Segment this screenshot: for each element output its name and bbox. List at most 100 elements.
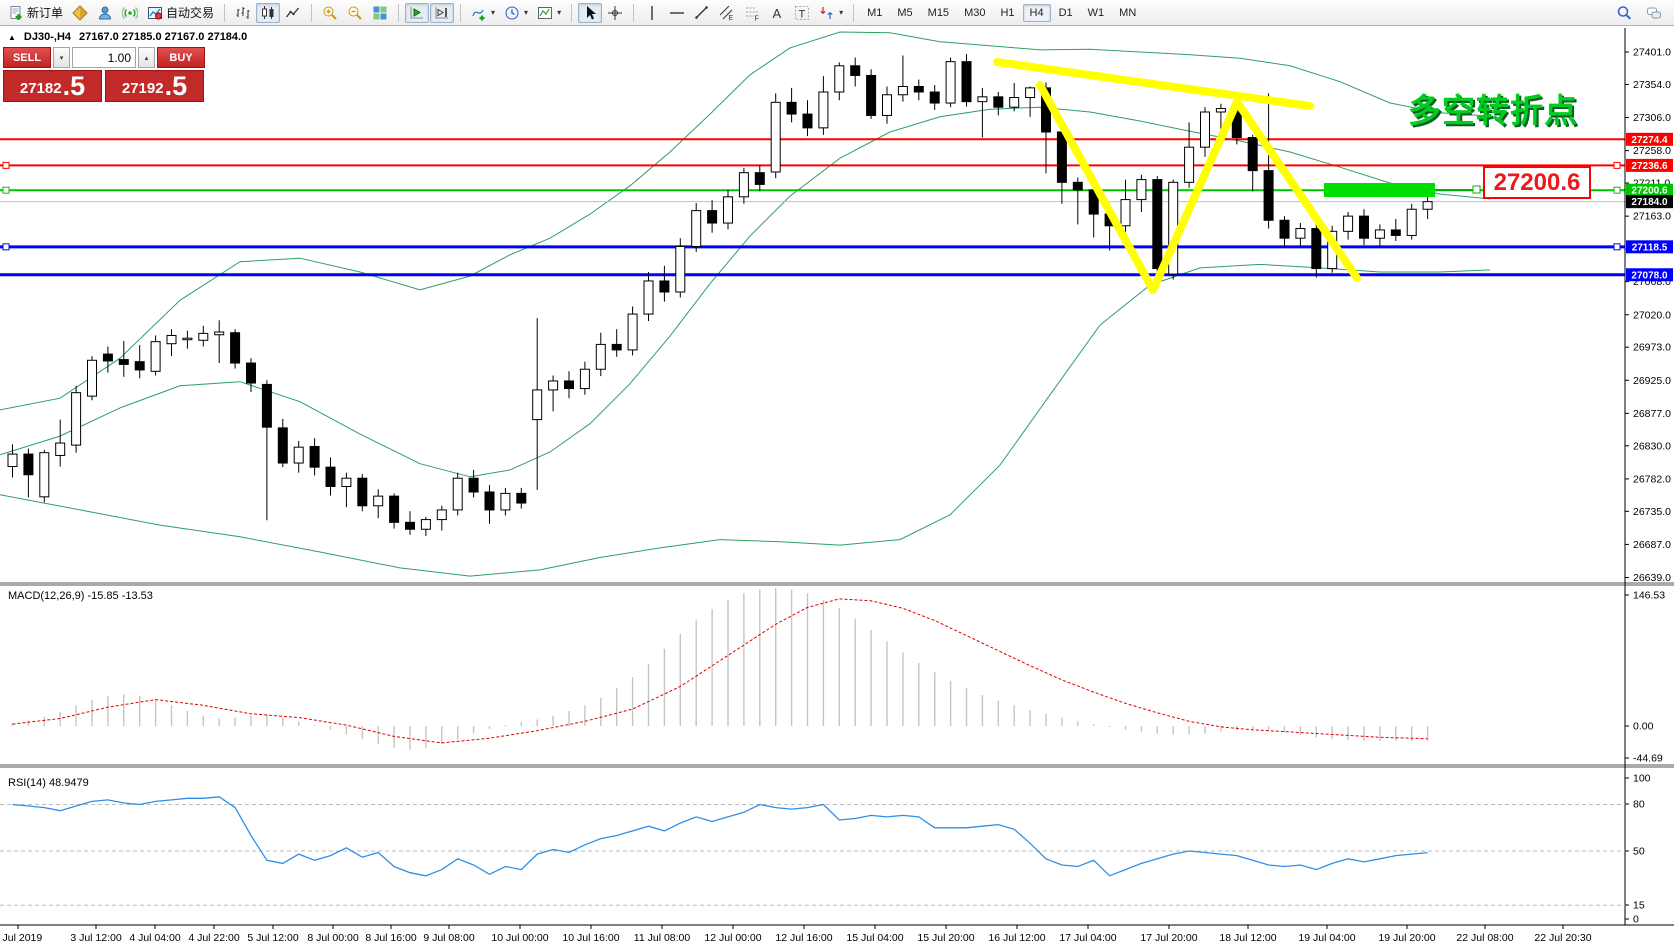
- periods-button[interactable]: ▾: [500, 3, 532, 23]
- person-icon: [99, 6, 112, 19]
- line-handle[interactable]: [2, 243, 10, 251]
- gold-gem-button[interactable]: [68, 3, 92, 23]
- price-badge-label: 27200.6: [1631, 186, 1668, 197]
- time-axis[interactable]: 2 Jul 2019 3 Jul 12:00 4 Jul 04:00 4 Jul 22…: [0, 925, 1592, 944]
- zoom-in-button[interactable]: [318, 3, 342, 23]
- yellow-trendline[interactable]: [1149, 98, 1241, 294]
- tiles-icon: [373, 6, 387, 19]
- time-tick-label: 12 Jul 00:00: [704, 932, 761, 944]
- tile-windows-button[interactable]: [368, 3, 392, 23]
- arrows-button[interactable]: ▾: [815, 3, 847, 23]
- timeframe-m5[interactable]: M5: [897, 6, 913, 19]
- sell-button[interactable]: SELL: [3, 47, 51, 68]
- collapse-icon[interactable]: ▲: [8, 32, 16, 42]
- signals-button[interactable]: [118, 3, 142, 23]
- text-button[interactable]: A: [765, 3, 789, 23]
- callout-anchor[interactable]: [1472, 185, 1481, 194]
- line-handle[interactable]: [2, 161, 10, 169]
- candlestick-chart-button[interactable]: [256, 2, 281, 23]
- price-badge: [1626, 158, 1673, 172]
- price-badge-label: 27078.0: [1631, 270, 1668, 281]
- sell-price-display[interactable]: 27182 .5: [3, 70, 102, 102]
- horizontal-line-button[interactable]: [665, 3, 689, 23]
- timeframe-h1[interactable]: H1: [1000, 6, 1015, 19]
- turning-point-annotation[interactable]: 多空转折点: [1408, 92, 1578, 129]
- bar-chart-button[interactable]: [231, 3, 255, 23]
- green-zone-box[interactable]: [1324, 183, 1435, 197]
- candle: [1311, 228, 1322, 270]
- yellow-trendline[interactable]: [1036, 81, 1157, 294]
- fibonacci-button[interactable]: F: [740, 3, 764, 23]
- line-chart-button[interactable]: [281, 3, 305, 23]
- line-handle[interactable]: [2, 186, 10, 194]
- line-handle[interactable]: [1613, 161, 1621, 169]
- candle: [39, 452, 50, 498]
- timeframe-m15[interactable]: M15: [927, 6, 950, 19]
- timeframe-d1[interactable]: D1: [1058, 6, 1073, 19]
- time-tick-label: 15 Jul 04:00: [846, 932, 903, 944]
- yellow-trendline[interactable]: [1233, 98, 1361, 282]
- new-order-icon: [10, 5, 22, 20]
- chat-button[interactable]: [1642, 3, 1666, 23]
- auto-trading-button-label: 自动交易: [166, 6, 215, 20]
- auto-trading-button[interactable]: 自动交易: [143, 3, 218, 23]
- search-button[interactable]: [1612, 3, 1636, 23]
- cursor-button[interactable]: [578, 2, 603, 23]
- svg-text:T: T: [799, 8, 806, 20]
- rsi-line: [12, 796, 1428, 877]
- rsi-axis-label: 15: [1633, 900, 1645, 912]
- trendline-button[interactable]: [690, 3, 714, 23]
- rsi-axis-label: 0: [1633, 914, 1639, 926]
- symbol-header[interactable]: ▲ DJ30-,H4 27167.0 27185.0 27167.0 27184…: [8, 31, 247, 43]
- price-tick-label: 26687.0: [1633, 539, 1671, 551]
- timeframe-mn[interactable]: MN: [1119, 6, 1137, 19]
- one-click-trading-panel: SELL ▾ ▴ BUY 27182 .5 27192 .5: [3, 47, 205, 102]
- candle: [595, 343, 606, 370]
- price-callout[interactable]: 27200.6: [1483, 166, 1591, 199]
- chart-shift-button[interactable]: [430, 2, 455, 23]
- price-tick-label: 27258.0: [1633, 145, 1671, 157]
- zoom-out-button[interactable]: [343, 3, 367, 23]
- shift-icon: [435, 6, 449, 18]
- yellow-trendlines[interactable]: [993, 58, 1361, 294]
- cursor-icon: [587, 5, 597, 19]
- timeframe-m30[interactable]: M30: [964, 6, 986, 19]
- volume-input[interactable]: [72, 47, 136, 68]
- crosshair-button[interactable]: [603, 3, 627, 23]
- candle: [436, 509, 447, 521]
- textA-icon: A: [773, 6, 782, 21]
- buy-price-display[interactable]: 27192 .5: [105, 70, 204, 102]
- candle: [1056, 131, 1067, 183]
- candle: [1009, 97, 1020, 108]
- price-badge: [1626, 183, 1673, 197]
- template-icon: [538, 6, 553, 19]
- channel-button[interactable]: E: [715, 3, 739, 23]
- timeframe-m1[interactable]: M1: [867, 6, 883, 19]
- time-tick-label: 8 Jul 16:00: [365, 932, 417, 944]
- candle: [373, 495, 384, 507]
- profile-button[interactable]: [93, 3, 117, 23]
- templates-button[interactable]: ▾: [533, 3, 565, 23]
- volume-down-button[interactable]: ▾: [53, 47, 70, 68]
- candle: [118, 359, 129, 365]
- new-order-button[interactable]: 新订单: [4, 3, 67, 23]
- time-tick-label: 19 Jul 04:00: [1298, 932, 1355, 944]
- candle: [1422, 201, 1433, 210]
- indicators-button[interactable]: ▾: [467, 3, 499, 23]
- price-axis[interactable]: 27401.027354.027306.027258.027211.027163…: [1625, 47, 1673, 585]
- auto-scroll-button[interactable]: [405, 2, 430, 23]
- timeframe-w1[interactable]: W1: [1087, 6, 1105, 19]
- volume-up-button[interactable]: ▴: [138, 47, 155, 68]
- line-handle[interactable]: [1613, 186, 1621, 194]
- text-label-button[interactable]: T: [790, 3, 814, 23]
- bollinger-bands: [0, 31, 1491, 577]
- yellow-trendline[interactable]: [993, 58, 1314, 110]
- price-badge: [1626, 132, 1673, 146]
- line-handle[interactable]: [1613, 243, 1621, 251]
- price-tick-label: 27354.0: [1633, 79, 1671, 91]
- timeframe-h4[interactable]: H4: [1022, 3, 1051, 22]
- vertical-line-button[interactable]: [640, 3, 664, 23]
- buy-button[interactable]: BUY: [157, 47, 205, 68]
